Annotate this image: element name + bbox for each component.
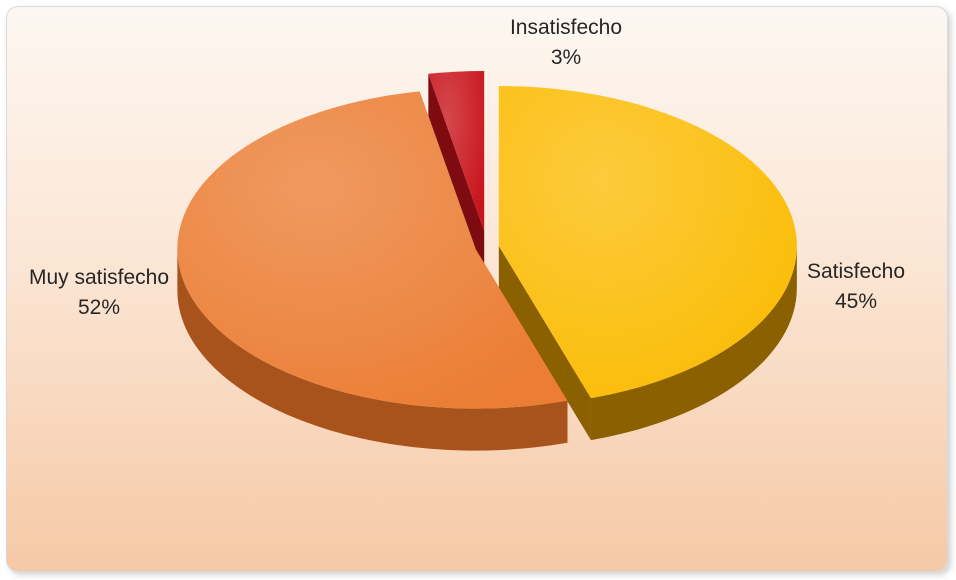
pie-top-group xyxy=(177,70,797,409)
slice-sheen-satisfecho xyxy=(498,85,797,399)
slice-name-muy-satisfecho: Muy satisfecho xyxy=(28,266,170,289)
slice-percent-insatisfecho: 3% xyxy=(550,46,582,69)
slice-side-satisfecho-1 xyxy=(498,245,591,441)
slice-percent-satisfecho: 45% xyxy=(834,290,878,313)
slice-rim-satisfecho-0 xyxy=(590,245,797,441)
chart-area: Insatisfecho 3% Satisfecho 45% Muy satis… xyxy=(6,6,948,572)
slice-sheen-insatisfecho xyxy=(428,70,485,231)
slice-percent-muy-satisfecho: 52% xyxy=(77,296,121,319)
slice-name-satisfecho: Satisfecho xyxy=(806,260,906,283)
slice-side-insatisfecho-0 xyxy=(428,73,485,273)
slice-label-muy-satisfecho: Muy satisfecho 52% xyxy=(29,263,169,323)
slice-rim-muy-satisfecho-0 xyxy=(177,248,568,451)
pie-chart xyxy=(177,70,797,451)
slice-label-satisfecho: Satisfecho 45% xyxy=(807,257,905,317)
slice-label-insatisfecho: Insatisfecho 3% xyxy=(510,13,622,73)
slice-name-insatisfecho: Insatisfecho xyxy=(509,16,623,39)
slice-sheen-muy-satisfecho xyxy=(177,91,568,409)
